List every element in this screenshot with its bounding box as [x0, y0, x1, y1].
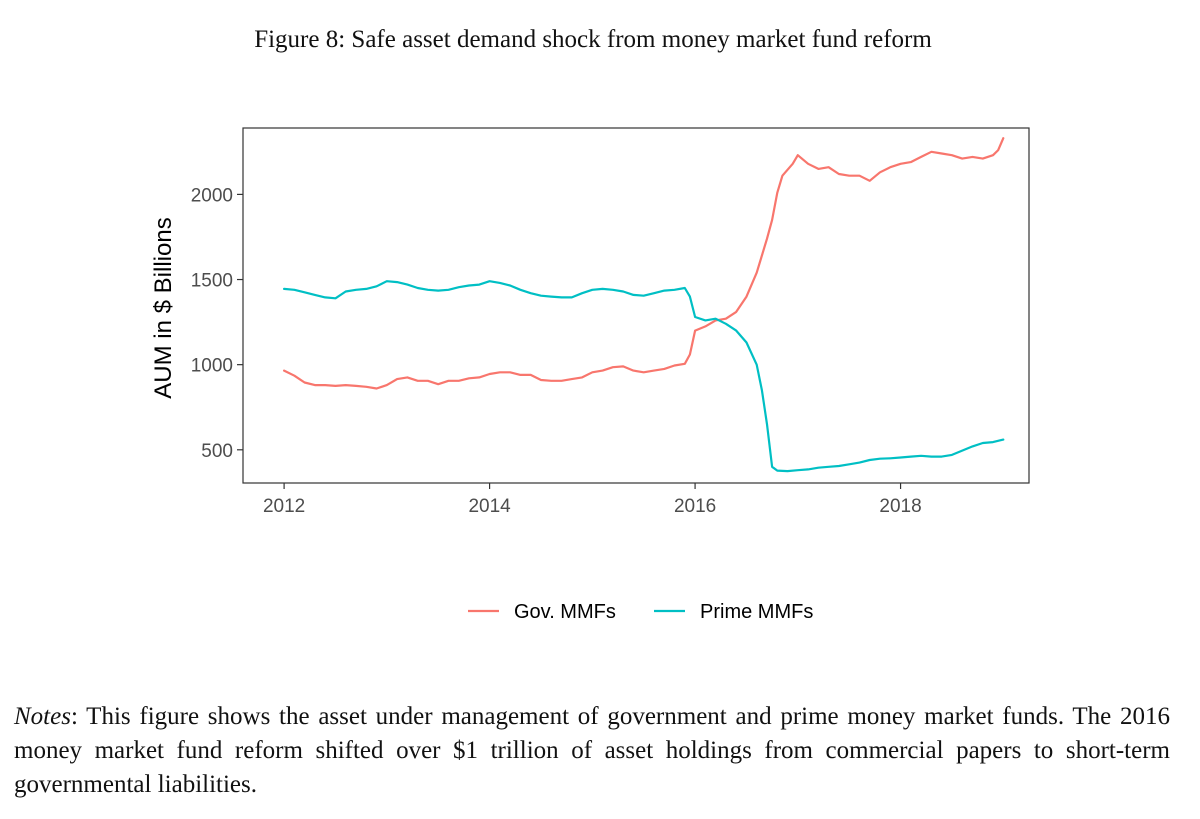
- legend: Gov. MMFs Prime MMFs: [468, 601, 813, 623]
- x-tick-label: 2016: [674, 496, 716, 517]
- y-tick-label: 2000: [191, 185, 233, 206]
- x-tick-label: 2018: [879, 496, 921, 517]
- series-layer: [283, 137, 1005, 473]
- figure-caption: Figure 8: Safe asset demand shock from m…: [254, 26, 932, 53]
- series-line-prime-mmfs: [283, 280, 1005, 473]
- x-tick-label: 2014: [468, 496, 511, 517]
- y-tick-label: 1000: [191, 356, 233, 377]
- y-axis: 500 1000 1500 2000: [191, 185, 243, 462]
- legend-label: Gov. MMFs: [514, 601, 616, 623]
- notes-label: Notes: [14, 703, 71, 730]
- series-line-gov-mmfs: [283, 137, 1005, 390]
- plot-panel-border: [242, 127, 1030, 484]
- x-tick-label: 2012: [263, 496, 305, 517]
- y-tick-label: 500: [201, 441, 233, 462]
- legend-label: Prime MMFs: [700, 601, 813, 623]
- figure-notes: Notes: This figure shows the asset under…: [14, 700, 1170, 802]
- y-axis-title: AUM in $ Billions: [150, 217, 177, 398]
- notes-text: : This figure shows the asset under mana…: [14, 703, 1170, 798]
- x-axis: 2012 2014 2016 2018: [263, 483, 922, 517]
- y-tick-label: 1500: [191, 271, 233, 292]
- chart: 2012 2014 2016 2018 500 1000 1500 2000 AUM in …: [150, 127, 1030, 623]
